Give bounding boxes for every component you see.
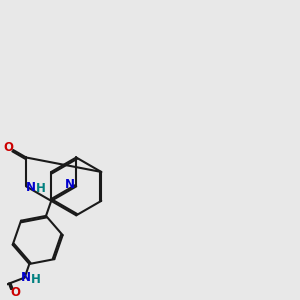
Text: O: O [10,286,20,299]
Text: O: O [4,141,14,154]
Text: N: N [65,178,75,191]
Text: H: H [31,273,40,286]
Text: N: N [20,271,31,284]
Text: N: N [26,182,35,194]
Text: H: H [36,182,46,195]
